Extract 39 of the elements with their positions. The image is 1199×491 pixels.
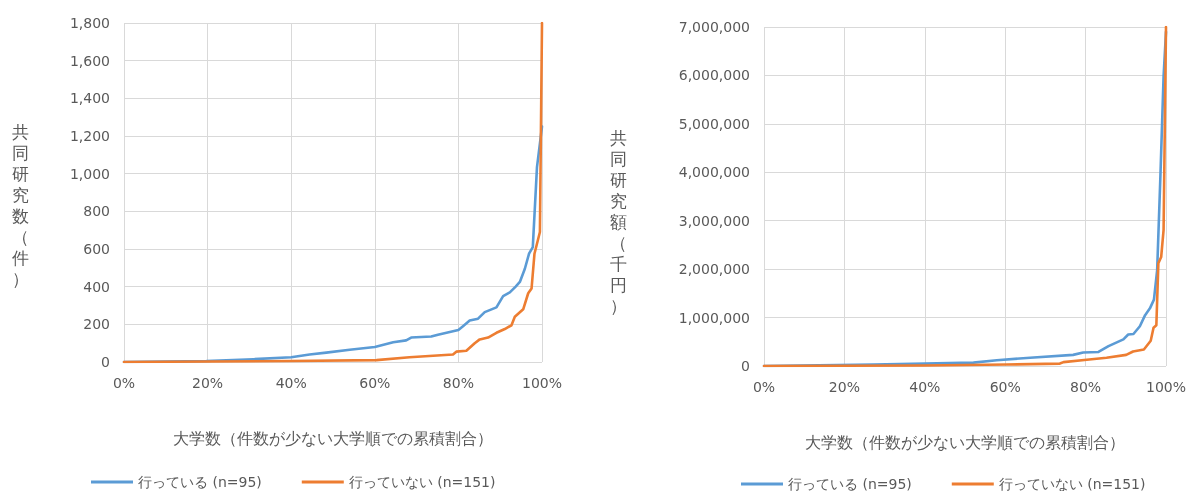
y-tick-label: 0: [741, 358, 750, 374]
x-tick-label: 20%: [192, 375, 224, 391]
y-tick-label: 3,000,000: [678, 212, 750, 229]
x-tick-label: 20%: [828, 379, 860, 395]
y-tick-label: 1,000,000: [678, 309, 750, 326]
legend-label: 行っている (n=95): [138, 474, 262, 490]
x-tick-label: 60%: [989, 379, 1021, 395]
legend-label: 行っている (n=95): [788, 476, 912, 491]
y-tick-label: 400: [83, 278, 110, 295]
legend-label: 行っていない (n=151): [998, 476, 1146, 491]
y-axis-title: 共同研究数（件）: [11, 122, 29, 290]
x-tick-label: 60%: [359, 375, 391, 391]
y-tick-label: 0: [101, 354, 110, 370]
y-tick-label: 1,600: [69, 52, 110, 69]
y-tick-label: 7,000,000: [678, 19, 750, 35]
y-tick-label: 6,000,000: [678, 67, 750, 84]
x-axis-title: 大学数（件数が少ない大学順での累積割合）: [805, 432, 1125, 452]
y-tick-label: 200: [83, 316, 110, 333]
line-series: [122, 21, 544, 364]
y-tick-label: 1,400: [69, 90, 110, 107]
y-tick-label: 4,000,000: [678, 164, 750, 181]
x-tick-label: 100%: [1145, 379, 1187, 395]
x-axis-title: 大学数（件数が少ない大学順での累積割合）: [173, 428, 493, 448]
x-tick-label: 40%: [275, 375, 307, 391]
y-tick-label: 600: [83, 241, 110, 257]
x-tick-label: 40%: [909, 379, 941, 395]
x-tick-label: 100%: [521, 375, 563, 391]
y-tick-label: 1,200: [69, 128, 110, 144]
y-tick-label: 5,000,000: [678, 115, 750, 132]
x-tick-label: 80%: [1070, 379, 1102, 395]
x-tick-label: 0%: [112, 375, 136, 391]
y-tick-label: 2,000,000: [678, 261, 750, 278]
y-tick-label: 1,000: [69, 165, 110, 182]
text: 共同研究額（千円）: [609, 128, 627, 316]
y-tick-label: 1,800: [69, 15, 110, 31]
y-tick-label: 800: [83, 203, 110, 220]
legend-label: 行っていない (n=151): [348, 474, 496, 490]
x-tick-label: 0%: [752, 379, 776, 395]
x-tick-label: 80%: [442, 375, 474, 391]
